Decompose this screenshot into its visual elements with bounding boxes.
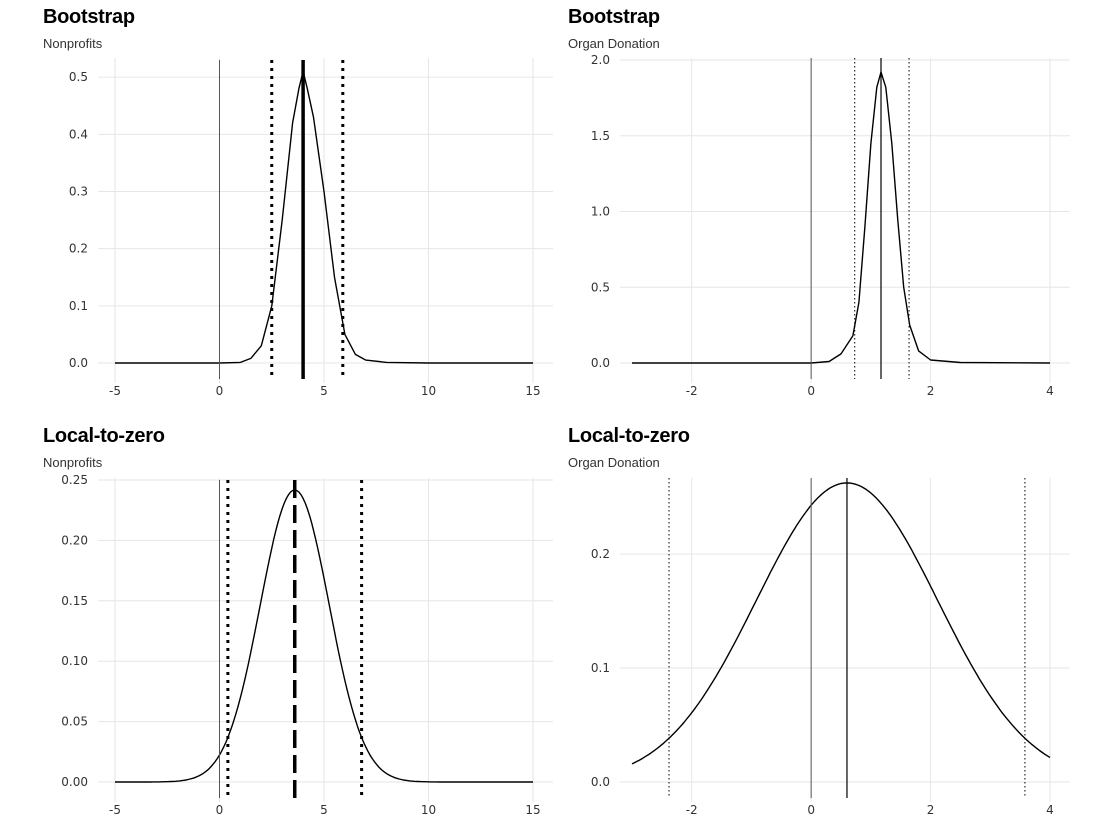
x-tick-label: 0 xyxy=(807,803,815,817)
density-curve xyxy=(631,482,1051,765)
y-tick-label: 2.0 xyxy=(591,53,610,67)
x-tick-label: 15 xyxy=(525,803,540,817)
y-tick-label: 0.4 xyxy=(69,127,88,141)
y-tick-label: 0.2 xyxy=(69,242,88,256)
density-curve xyxy=(115,70,533,364)
x-tick-label: 0 xyxy=(807,384,815,398)
y-tick-label: 0.00 xyxy=(61,775,88,789)
y-tick-label: 0.15 xyxy=(61,594,88,608)
y-tick-label: 0.25 xyxy=(61,473,88,487)
chart-title: Local-to-zero xyxy=(568,425,690,447)
y-tick-label: 0.0 xyxy=(69,356,88,370)
x-tick-label: 2 xyxy=(927,803,935,817)
x-tick-label: 15 xyxy=(525,384,540,398)
x-tick-label: 10 xyxy=(421,384,436,398)
x-tick-label: 2 xyxy=(927,384,935,398)
chart-subtitle: Nonprofits xyxy=(43,36,103,51)
x-tick-label: 4 xyxy=(1046,384,1054,398)
y-tick-label: 0.5 xyxy=(591,280,610,294)
chart-title: Bootstrap xyxy=(43,6,135,28)
x-tick-label: 5 xyxy=(320,803,328,817)
x-tick-label: 0 xyxy=(216,384,224,398)
chart-subtitle: Organ Donation xyxy=(568,36,660,51)
chart-title: Local-to-zero xyxy=(43,425,165,447)
x-tick-label: -2 xyxy=(686,803,698,817)
density-plot-bootstrap-nonprofits: 0.0 0.1 0.2 0.3 0.4 0.5 -5 0 5 10 15 xyxy=(69,58,553,398)
chart-title: Bootstrap xyxy=(568,6,660,28)
x-tick-label: -5 xyxy=(109,384,121,398)
y-tick-label: 0.3 xyxy=(69,184,88,198)
y-tick-label: 0.2 xyxy=(591,547,610,561)
y-tick-label: 0.05 xyxy=(61,715,88,729)
density-plot-bootstrap-organ-donation: 0.0 0.5 1.0 1.5 2.0 -2 0 2 4 xyxy=(591,53,1070,398)
y-tick-label: 0.1 xyxy=(591,661,610,675)
y-tick-label: 0.1 xyxy=(69,299,88,313)
y-tick-label: 0.20 xyxy=(61,533,88,547)
chart-subtitle: Nonprofits xyxy=(43,455,103,470)
y-tick-label: 1.5 xyxy=(591,129,610,143)
y-tick-label: 0.0 xyxy=(591,356,610,370)
y-tick-label: 1.0 xyxy=(591,205,610,219)
chart-subtitle: Organ Donation xyxy=(568,455,660,470)
x-tick-label: -2 xyxy=(686,384,698,398)
x-tick-label: 0 xyxy=(216,803,224,817)
y-tick-label: 0.0 xyxy=(591,775,610,789)
x-tick-label: 4 xyxy=(1046,803,1054,817)
y-tick-label: 0.10 xyxy=(61,654,88,668)
x-tick-label: 5 xyxy=(320,384,328,398)
x-tick-label: 10 xyxy=(421,803,436,817)
y-tick-label: 0.5 xyxy=(69,70,88,84)
x-tick-label: -5 xyxy=(109,803,121,817)
density-curve xyxy=(115,489,533,783)
density-plot-local-to-zero-nonprofits: 0.00 0.05 0.10 0.15 0.20 0.25 -5 0 5 10 15 xyxy=(61,473,553,817)
